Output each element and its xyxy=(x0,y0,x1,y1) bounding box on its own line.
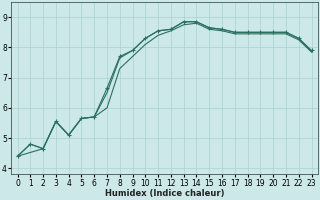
X-axis label: Humidex (Indice chaleur): Humidex (Indice chaleur) xyxy=(105,189,224,198)
